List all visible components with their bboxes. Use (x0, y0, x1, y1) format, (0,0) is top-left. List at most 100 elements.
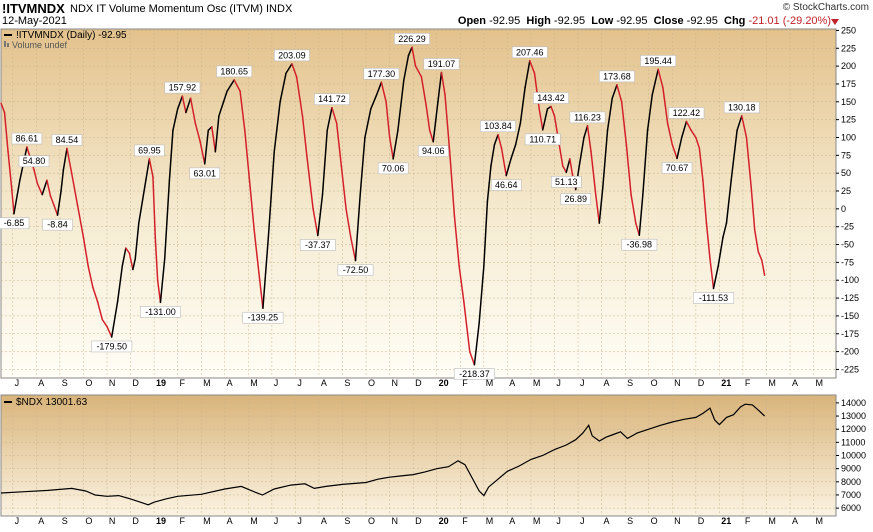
oscillator-segment (301, 115, 308, 160)
x-tick-label: F (462, 378, 468, 388)
x-tick-label: F (462, 516, 468, 526)
oscillator-segment (635, 222, 641, 236)
annotation-label: 110.71 (529, 134, 556, 144)
oscillator-segment (76, 204, 85, 239)
oscillator-segment (33, 168, 39, 185)
annotation-box (560, 193, 592, 205)
oscillator-segment (233, 79, 241, 92)
oscillator-segment (350, 236, 357, 262)
oscillator-segment (425, 104, 431, 132)
oscillator-segment (380, 81, 387, 103)
oscillator-segment (101, 318, 108, 328)
x-tick-label: S (344, 378, 350, 388)
oscillator-segment (168, 129, 174, 182)
oscillator-segment (239, 90, 246, 132)
x-tick-label: D (698, 516, 705, 526)
stockcharts-logo[interactable]: © StockCharts.com (782, 2, 869, 13)
down-arrow-icon (831, 19, 839, 25)
oscillator-segment (497, 133, 503, 149)
oscillator-segment (132, 258, 137, 271)
oscillator-segment (440, 71, 446, 96)
x-tick-label: N (392, 516, 399, 526)
close-value: -92.95 (686, 15, 718, 27)
oscillator-segment (736, 115, 743, 132)
x-tick-label: 21 (721, 516, 731, 526)
y-tick-label: 9000 (841, 464, 861, 474)
x-tick-label: A (321, 378, 327, 388)
oscillator-segment (106, 325, 113, 338)
annotation-label: 86.61 (16, 134, 39, 144)
x-tick-label: 20 (439, 378, 449, 388)
oscillator-segment (56, 190, 62, 216)
oscillator-segment (709, 258, 715, 290)
annotation-box (91, 340, 133, 353)
oscillator-segment (189, 97, 197, 124)
annotation-box (11, 132, 43, 145)
y-tick-label: 13000 (841, 411, 866, 421)
oscillator-segment (493, 133, 499, 146)
y-tick-label: -200 (841, 347, 859, 357)
volume-icon-bar (7, 43, 9, 47)
annotation-label: 51.13 (555, 177, 578, 187)
oscillator-segment (458, 265, 465, 303)
annotation-box (216, 65, 253, 78)
oscillator-segment (403, 54, 410, 82)
y-tick-label: -150 (841, 311, 859, 321)
oscillator-segment (295, 76, 304, 117)
annotation-box (164, 81, 201, 94)
oscillator-segment (172, 108, 179, 132)
ohlc-readout: Open -92.95 High -92.95 Low -92.95 Close… (458, 16, 831, 27)
annotation-box (273, 49, 310, 62)
oscillator-segment (753, 229, 760, 253)
x-tick-label: D (415, 378, 422, 388)
ndx-line (0, 403, 766, 506)
oscillator-segment (335, 122, 343, 167)
y-tick-label: 75 (841, 150, 851, 160)
oscillator-segment (125, 247, 131, 254)
x-tick-label: M (816, 378, 824, 388)
oscillator-segment (671, 143, 678, 160)
annotation-label: 70.06 (382, 163, 405, 173)
x-tick-label: 19 (156, 516, 166, 526)
oscillator-segment (331, 106, 338, 124)
oscillator-segment (60, 168, 65, 192)
oscillator-segment (541, 108, 549, 131)
annotation-label: -131.00 (145, 307, 176, 317)
y-tick-label: -125 (841, 293, 859, 303)
x-tick-label: A (604, 516, 610, 526)
x-tick-label: A (792, 516, 798, 526)
annotation-label: 157.92 (169, 83, 197, 93)
volume-icon (4, 41, 6, 47)
oscillator-segment (46, 179, 52, 197)
oscillator-segment (253, 229, 260, 274)
y-tick-label: 225 (841, 43, 856, 53)
oscillator-segment (145, 158, 151, 182)
x-tick-label: N (392, 378, 399, 388)
oscillator-segment (218, 101, 225, 117)
oscillator-segment (156, 279, 162, 304)
y-tick-label: 150 (841, 97, 856, 107)
oscillator-segment (41, 179, 48, 196)
annotation-label: 94.06 (422, 146, 445, 156)
annotation-box (139, 306, 181, 318)
x-tick-label: N (109, 378, 116, 388)
oscillator-segment (199, 140, 206, 165)
oscillator-segment (96, 300, 104, 321)
x-tick-label: 19 (156, 378, 166, 388)
oscillator-segment (66, 147, 73, 174)
oscillator-segment (550, 105, 556, 117)
annotation-box (693, 292, 735, 304)
legend-ndx-label: $NDX 13001.63 (16, 397, 88, 408)
annotation-label: -179.50 (96, 341, 127, 351)
x-tick-label: O (651, 516, 658, 526)
x-tick-label: A (321, 516, 327, 526)
oscillator-segment (258, 272, 264, 309)
x-tick-label: A (604, 378, 610, 388)
oscillator-segment (757, 250, 763, 261)
x-tick-label: S (62, 378, 68, 388)
oscillator-segment (490, 143, 496, 167)
oscillator-segment (448, 151, 456, 217)
oscillator-segment (317, 193, 324, 237)
x-tick-label: O (368, 378, 375, 388)
oscillator-segment (312, 208, 319, 237)
